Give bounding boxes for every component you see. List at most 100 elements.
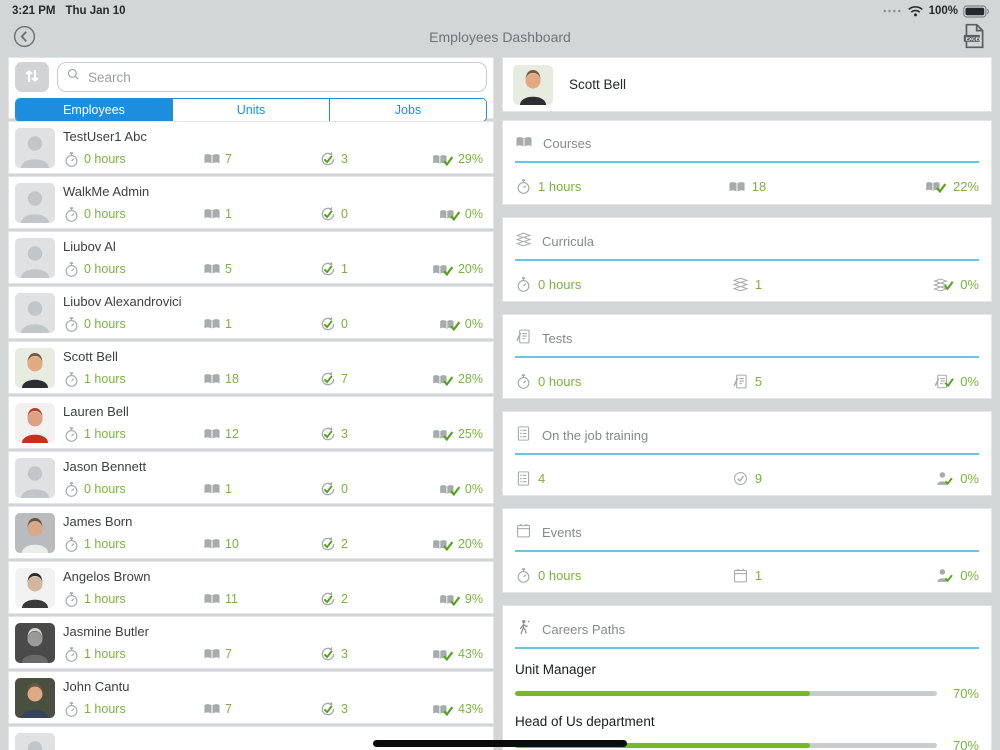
- check-circle-icon: [732, 470, 749, 487]
- completed-stat: 0: [319, 315, 439, 333]
- completed-stat: 0: [319, 205, 439, 223]
- selected-employee-avatar: [513, 64, 553, 105]
- svg-text:EXCEL: EXCEL: [966, 36, 982, 42]
- back-button[interactable]: [12, 24, 37, 49]
- book-open-icon: [728, 179, 746, 195]
- stopwatch-icon: [63, 206, 80, 223]
- detail-sections: Courses 1 hours 18 22% Curricula 0 hours 1 0…: [502, 120, 992, 605]
- employee-row[interactable]: WalkMe Admin 0 hours 1 0 0%: [8, 176, 494, 229]
- search-input[interactable]: [86, 68, 478, 86]
- courses-stat: 7: [203, 646, 319, 662]
- employee-row[interactable]: James Born 1 hours 10 2 20%: [8, 506, 494, 559]
- battery-icon: [963, 4, 990, 18]
- section-stat: 9: [732, 470, 762, 487]
- battery-percent: 100%: [928, 5, 958, 17]
- employee-row[interactable]: Jasmine Butler 1 hours 7 3 43%: [8, 616, 494, 669]
- stopwatch-icon: [63, 371, 80, 388]
- books-stack-check-icon: [933, 276, 954, 293]
- employee-avatar: [15, 348, 55, 388]
- book-open-icon: [203, 371, 221, 387]
- book-open-icon: [203, 261, 221, 277]
- completed-stat: 2: [319, 535, 432, 553]
- employee-row[interactable]: Lauren Bell 1 hours 12 3 25%: [8, 396, 494, 449]
- employee-row[interactable]: TestUser1 Abc 0 hours 7 3 29%: [8, 121, 494, 174]
- stopwatch-icon: [515, 276, 532, 293]
- employee-row[interactable]: Liubov Alexandrovici 0 hours 1 0 0%: [8, 286, 494, 339]
- book-check-icon: [432, 701, 454, 718]
- employee-row[interactable]: Jason Bennett 0 hours 1 0 0%: [8, 451, 494, 504]
- stopwatch-icon: [63, 316, 80, 333]
- search-icon: [66, 67, 81, 87]
- employee-avatar: [15, 513, 55, 553]
- hours-stat: 1 hours: [63, 426, 203, 443]
- section-stat: 0%: [935, 470, 979, 487]
- refresh-check-icon: [319, 315, 337, 333]
- completed-stat: 7: [319, 370, 432, 388]
- book-check-icon: [432, 261, 454, 278]
- selected-employee-card: Scott Bell: [502, 57, 992, 112]
- career-progress-percent: 70%: [952, 738, 979, 750]
- book-check-icon: [432, 536, 454, 553]
- courses-stat: 18: [203, 371, 319, 387]
- completed-stat: 2: [319, 590, 439, 608]
- career-progress-percent: 70%: [952, 686, 979, 701]
- book-open-icon: [203, 316, 221, 332]
- hours-stat: 0 hours: [63, 316, 203, 333]
- courses-stat: 11: [203, 591, 319, 607]
- refresh-check-icon: [319, 425, 337, 443]
- employee-name: Liubov Al: [63, 239, 116, 254]
- careers-paths-title: Careers Paths: [542, 621, 626, 637]
- employee-name: Jasmine Butler: [63, 624, 149, 639]
- career-progress-bar: [515, 743, 937, 748]
- completed-stat: 0: [319, 480, 439, 498]
- refresh-check-icon: [319, 590, 337, 608]
- section-stat: 18: [728, 179, 766, 195]
- tab-employees[interactable]: Employees: [16, 99, 172, 121]
- refresh-check-icon: [319, 535, 337, 553]
- book-check-icon: [432, 151, 454, 168]
- section-stat: 0 hours: [515, 373, 732, 390]
- career-path-item: Unit Manager 70%: [515, 662, 979, 701]
- employee-row[interactable]: Liubov Al 0 hours 5 1 20%: [8, 231, 494, 284]
- employee-name: TestUser1 Abc: [63, 129, 147, 144]
- test-icon: [515, 328, 532, 348]
- excel-export-icon[interactable]: EXCEL: [960, 22, 988, 50]
- section-underline: [515, 550, 979, 552]
- employee-row[interactable]: Angelos Brown 1 hours 11 2 9%: [8, 561, 494, 614]
- section-stat: 5: [732, 373, 762, 390]
- person-check-icon: [935, 567, 954, 584]
- nav-bar: Employees Dashboard EXCEL: [0, 20, 1000, 56]
- selected-employee-name: Scott Bell: [569, 77, 627, 92]
- book-open-icon: [515, 134, 533, 153]
- books-stack-icon: [515, 231, 532, 251]
- section-card-tests: Tests 0 hours 5 0%: [502, 314, 992, 399]
- employee-row[interactable]: John Cantu 1 hours 7 3 43%: [8, 671, 494, 724]
- book-open-icon: [203, 481, 221, 497]
- employee-row[interactable]: Scott Bell 1 hours 18 7 28%: [8, 341, 494, 394]
- test-check-icon: [934, 373, 955, 390]
- employee-avatar: [15, 623, 55, 663]
- percent-stat: 28%: [432, 371, 493, 388]
- percent-stat: 0%: [439, 481, 493, 498]
- book-check-icon: [439, 591, 461, 608]
- hours-stat: 1 hours: [63, 371, 203, 388]
- courses-stat: 1: [203, 316, 319, 332]
- refresh-check-icon: [319, 700, 337, 718]
- hours-stat: 1 hours: [63, 701, 203, 718]
- books-stack-icon: [732, 276, 749, 293]
- home-indicator[interactable]: [373, 740, 627, 747]
- book-open-icon: [203, 151, 221, 167]
- employee-avatar: [15, 458, 55, 498]
- calendar-icon: [732, 567, 749, 584]
- search-field[interactable]: [57, 62, 487, 92]
- employee-avatar: [15, 568, 55, 608]
- percent-stat: 43%: [432, 701, 493, 718]
- career-path-label: Head of Us department: [515, 714, 655, 729]
- hours-stat: 0 hours: [63, 151, 203, 168]
- sort-button[interactable]: [15, 62, 49, 92]
- courses-stat: 7: [203, 701, 319, 717]
- tab-jobs[interactable]: Jobs: [329, 99, 486, 121]
- tab-units[interactable]: Units: [172, 99, 329, 121]
